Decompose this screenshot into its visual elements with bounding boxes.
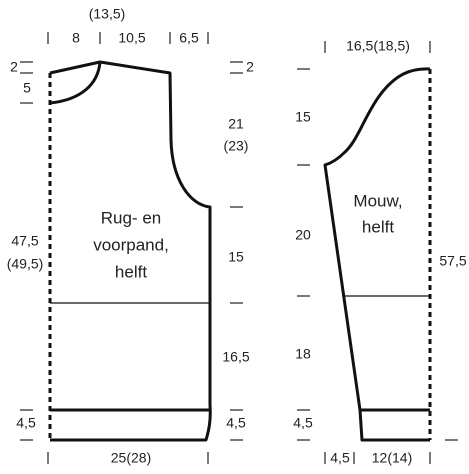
measure: 57,5: [439, 253, 466, 269]
measure: 20: [295, 227, 311, 243]
front-marks: [20, 32, 243, 464]
piece-label: voorpand,: [93, 235, 169, 254]
measure: 5: [23, 80, 31, 96]
measure: 16,5(18,5): [346, 38, 410, 54]
measure: 47,5: [11, 233, 38, 249]
piece-label: Mouw,: [353, 191, 402, 210]
measure: 4,5: [16, 415, 36, 431]
measure: 21: [228, 116, 244, 132]
measure: 2: [10, 59, 18, 75]
measure: 16,5: [222, 349, 249, 365]
measure: 4,5: [293, 415, 313, 431]
measure: (13,5): [89, 6, 126, 22]
measure: (49,5): [7, 256, 44, 272]
front-piece: [48, 60, 212, 442]
piece-label: helft: [362, 217, 394, 236]
measure: 10,5: [118, 30, 145, 46]
sleeve-piece: [323, 67, 432, 442]
measure: 4,5: [330, 450, 350, 466]
front-neckline: [49, 61, 102, 105]
measure: (23): [224, 138, 249, 154]
measure: 15: [295, 109, 311, 125]
sleeve-outline: [323, 67, 431, 442]
measure: 25(28): [111, 450, 151, 466]
measure: 2: [246, 59, 254, 75]
measure: 4,5: [226, 415, 246, 431]
piece-label: helft: [115, 262, 147, 281]
piece-label: Rug- en: [101, 208, 161, 227]
front-outline: [49, 60, 212, 442]
measure: 18: [295, 346, 311, 362]
measure: 8: [72, 30, 80, 46]
measure: 12(14): [372, 450, 412, 466]
sleeve-marks: [297, 41, 458, 464]
measure: 6,5: [179, 30, 199, 46]
measure: 15: [228, 249, 244, 265]
